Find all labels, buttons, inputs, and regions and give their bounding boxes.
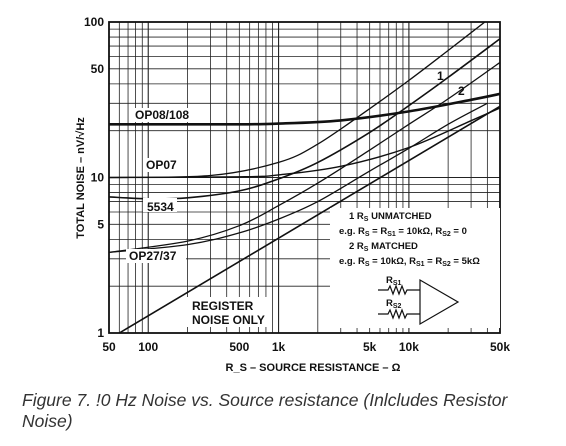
x-tick-label: 1k: [272, 340, 286, 354]
x-tick-label: 50: [102, 340, 116, 354]
series-op08-108: [109, 92, 500, 126]
annotation-unmatched-example: e.g. RS = RS1 = 10kΩ, RS2 = 0: [339, 226, 467, 238]
y-tick-label: 5: [97, 217, 104, 231]
series-op07-1: [109, 22, 486, 179]
x-tick-label: 50k: [490, 340, 510, 354]
chart-series: [109, 22, 500, 333]
rs1-label: RS1: [386, 275, 402, 287]
svg-text:TOTAL NOISE – nV/√Hz: TOTAL NOISE – nV/√Hz: [75, 117, 87, 239]
y-tick-label: 50: [91, 62, 105, 76]
y-tick-label: 100: [84, 15, 104, 29]
x-axis-label: R_S – SOURCE RESISTANCE – Ω: [226, 362, 401, 374]
noise-vs-source-resistance-chart: 50 100 500 1k 5k 10k 50k 1 5 10 50 100 TOTAL NOISE …: [75, 15, 510, 374]
op-amp-schematic-icon: RS1 RS2: [378, 275, 460, 326]
annotation-matched-example: e.g. RS = 10kΩ, RS1 = RS2 = 5kΩ: [339, 256, 480, 268]
series-op07: [109, 107, 500, 179]
plot-frame: [108, 21, 501, 334]
n5534-label-bg: [143, 198, 177, 212]
label-register-line2: NOISE ONLY: [192, 313, 265, 327]
label-register-line1: REGISTER: [192, 299, 254, 313]
x-tick-label: 10k: [399, 340, 419, 354]
resistor-rs1-icon: [378, 284, 420, 296]
y-tick-label: 1: [97, 326, 104, 340]
rs2-label: RS2: [386, 298, 402, 310]
resistor-rs2-icon: [378, 308, 420, 320]
legend-annotation: 1 RS UNMATCHED e.g. RS = RS1 = 10kΩ, RS2…: [330, 208, 500, 328]
x-tick-label: 100: [138, 340, 158, 354]
y-axis-label-text: TOTAL NOISE – nV/√Hz: [75, 117, 87, 239]
label-5534: 5534: [147, 200, 174, 214]
series-op27-37-1: [109, 61, 500, 254]
x-tick-label: 500: [229, 340, 249, 354]
label-curve-2: 2: [458, 84, 465, 98]
amplifier-triangle-icon: [419, 278, 460, 326]
series-op27-37: [109, 102, 488, 254]
label-curve-1: 1: [437, 69, 444, 83]
label-op08: OP08/108: [135, 108, 189, 122]
label-op07: OP07: [146, 158, 177, 172]
y-tick-label: 10: [91, 171, 105, 185]
annotation-matched: 2 RS MATCHED: [349, 241, 418, 253]
x-axis-label-text: R_S – SOURCE RESISTANCE – Ω: [226, 362, 401, 374]
figure-caption: Figure 7. !0 Hz Noise vs. Source resista…: [22, 390, 508, 431]
x-tick-label: 5k: [363, 340, 377, 354]
op27-label-bg: [126, 249, 186, 263]
op08-label-bg: [131, 108, 201, 122]
y-axis-label: TOTAL NOISE – nV/√Hz: [75, 117, 87, 239]
register-label-bg: [187, 297, 271, 327]
label-op27: OP27/37: [129, 249, 177, 263]
op07-label-bg: [143, 158, 181, 172]
series-register-noise-only: [118, 105, 500, 333]
annotation-unmatched: 1 RS UNMATCHED: [349, 211, 432, 223]
tick-labels: 50 100 500 1k 5k 10k 50k 1 5 10 50 100: [84, 15, 510, 354]
